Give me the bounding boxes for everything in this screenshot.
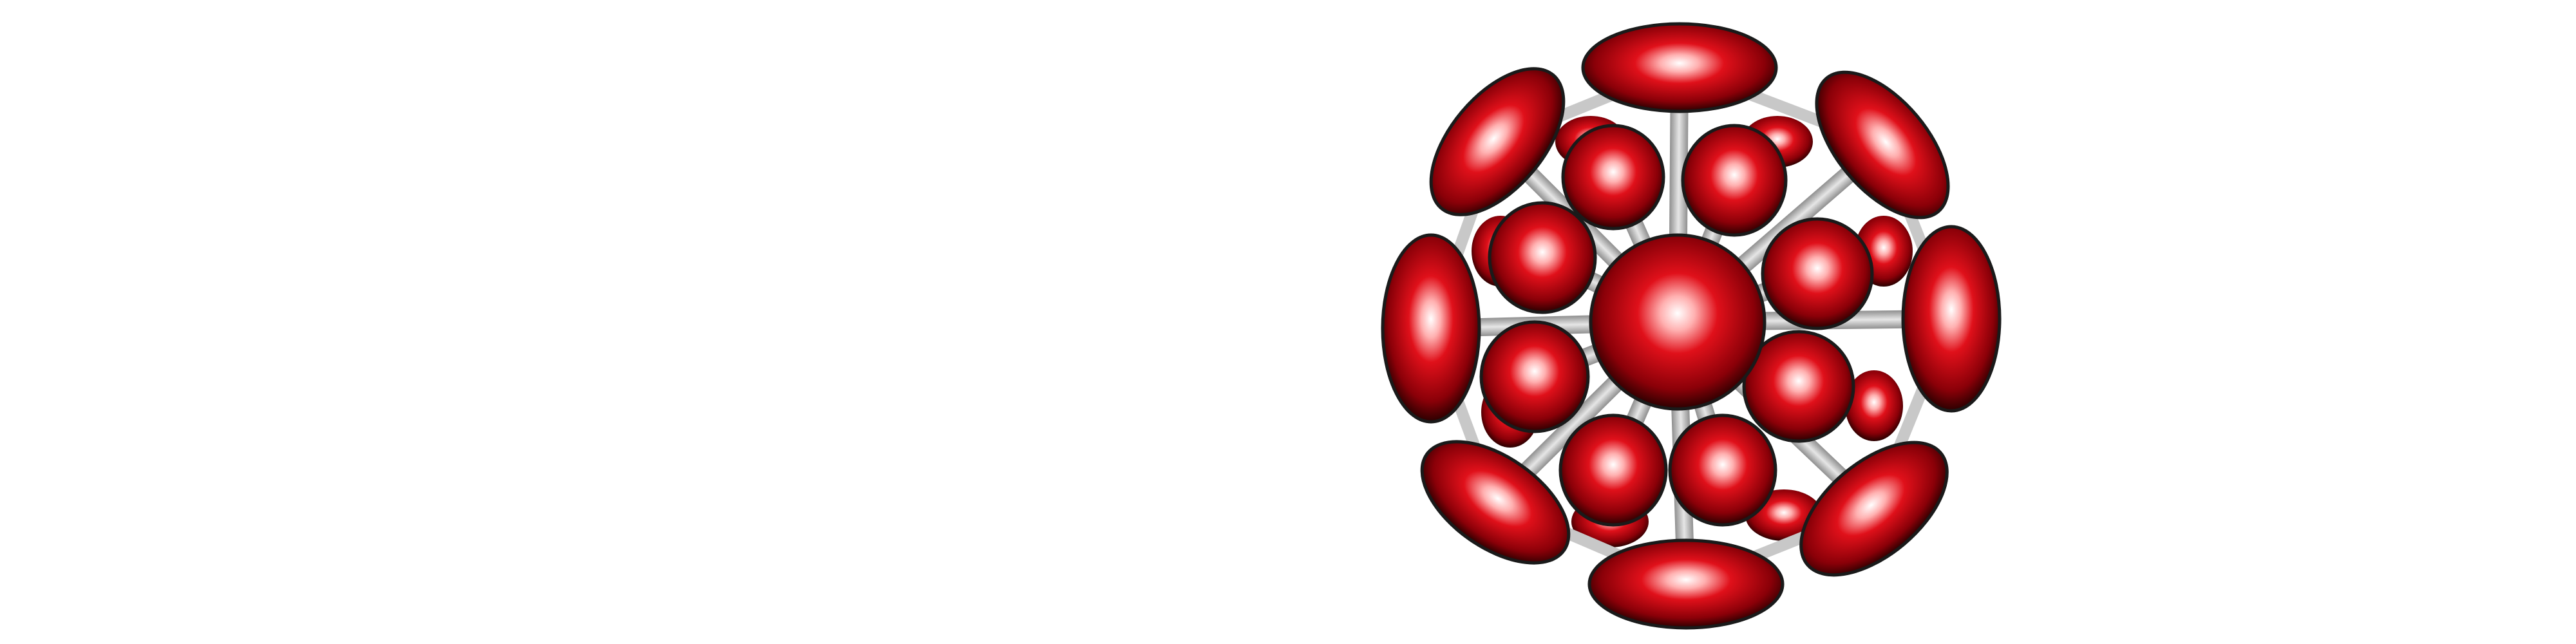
atom: [1901, 225, 2002, 413]
atom: [1561, 124, 1665, 231]
atom: [1668, 413, 1777, 527]
atom: [1581, 22, 1778, 113]
atom-center: [1589, 233, 1766, 411]
atom: [1815, 70, 1950, 220]
atom: [1420, 440, 1571, 565]
atom: [1429, 67, 1566, 216]
atom: [1479, 320, 1590, 433]
atom: [1558, 413, 1668, 527]
atom: [1761, 217, 1874, 330]
atom-back: [1845, 370, 1903, 441]
atoms: [1381, 22, 2002, 630]
atom: [1742, 330, 1855, 443]
atom: [1381, 233, 1481, 424]
atom: [1681, 124, 1788, 237]
atom: [1488, 201, 1597, 314]
atom: [1587, 538, 1785, 630]
atom: [1799, 440, 1949, 577]
